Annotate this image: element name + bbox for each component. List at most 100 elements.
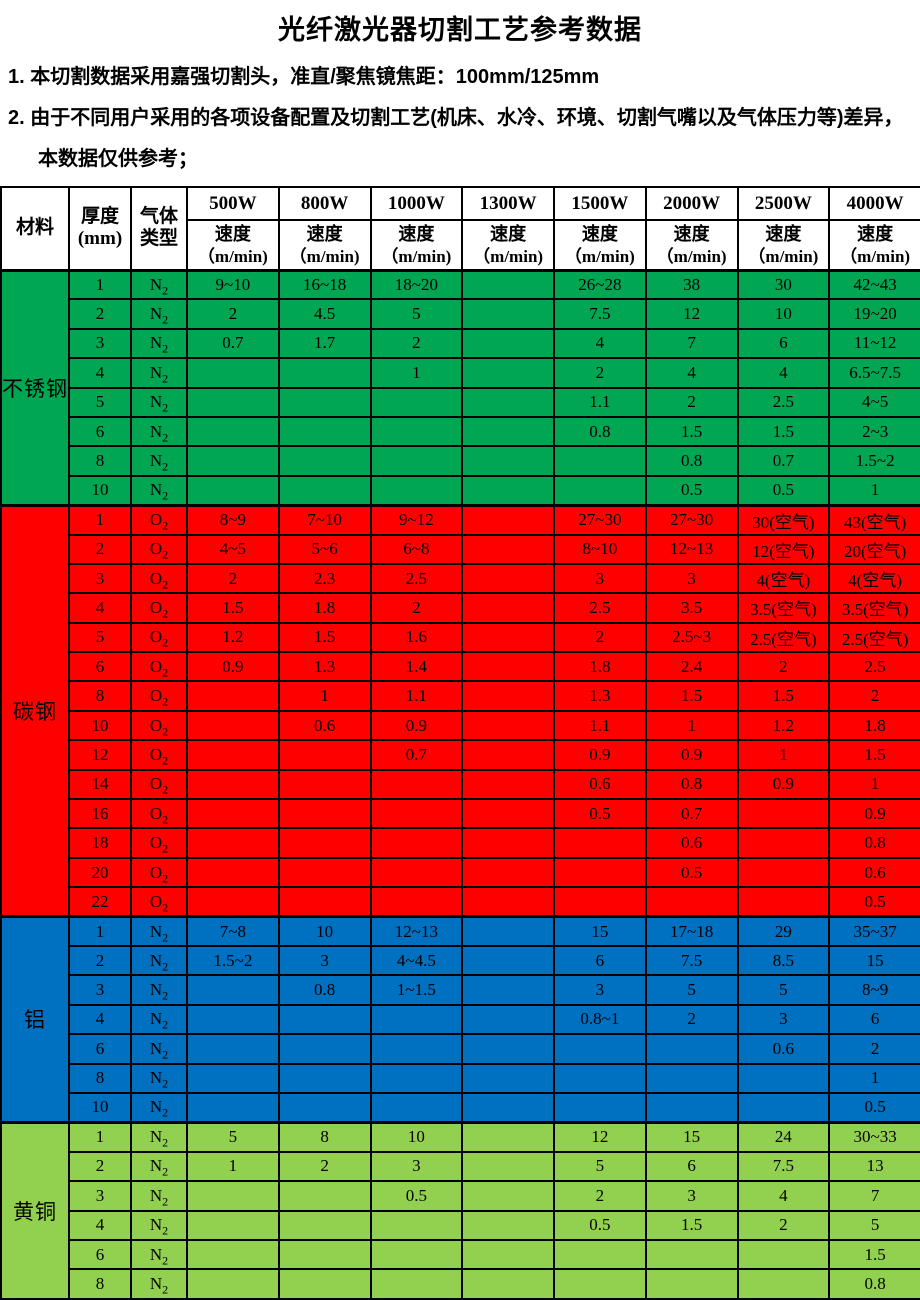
speed-cell: 0.8 bbox=[644, 768, 739, 801]
speed-cell: 2 bbox=[553, 621, 647, 654]
speed-cell bbox=[369, 1091, 464, 1124]
thickness-cell: 4 bbox=[68, 592, 132, 624]
table-row: 4 N2 1 2 4 4 6.5~7.5 bbox=[1, 357, 920, 389]
speed-cell bbox=[736, 798, 831, 830]
cutting-data-table: 材料 厚度 (mm) 气体 类型 500W 800W 1000W 1300W 1500W… bbox=[0, 186, 920, 1300]
speed-cell: 1.5 bbox=[186, 592, 280, 624]
speed-cell bbox=[461, 827, 555, 859]
speed-cell: 4~4.5 bbox=[369, 944, 464, 977]
speed-cell bbox=[736, 1091, 831, 1124]
speed-cell: 24 bbox=[736, 1120, 831, 1153]
speed-cell: 4 bbox=[644, 357, 739, 389]
speed-cell bbox=[186, 798, 280, 830]
speed-cell: 1 bbox=[186, 1150, 280, 1183]
speed-cell: 0.9 bbox=[369, 709, 464, 742]
speed-cell: 10 bbox=[736, 298, 831, 330]
gas-subscript: 2 bbox=[162, 959, 169, 974]
gas-cell: N2 bbox=[130, 1268, 188, 1300]
table-row: 铝 1 N2 7~8 10 12~13 15 17~18 29 35~37 bbox=[0, 915, 920, 1124]
table-row: 10 O2 0.6 0.9 1.1 1 1.2 1.8 bbox=[1, 709, 920, 742]
speed-cell: 0.8 bbox=[828, 1268, 920, 1300]
speed-cell bbox=[277, 886, 372, 918]
speed-label: 速度 bbox=[306, 223, 343, 244]
speed-cell bbox=[553, 1238, 647, 1271]
table-row: 6 N2 0.8 1.5 1.5 2~3 bbox=[1, 415, 920, 448]
speed-cell: 12 bbox=[644, 298, 739, 330]
table-row: 22 O2 0.5 bbox=[1, 886, 920, 918]
speed-label: 速度 bbox=[490, 223, 527, 244]
speed-cell bbox=[461, 739, 555, 771]
gas-cell: O2 bbox=[130, 856, 188, 889]
speed-cell bbox=[186, 474, 280, 507]
thickness-cell: 1 bbox=[68, 268, 132, 301]
speed-cell bbox=[461, 680, 555, 712]
speed-cell: 2 bbox=[828, 1033, 920, 1065]
speed-cell bbox=[736, 1268, 831, 1300]
speed-unit: （m/min) bbox=[748, 246, 819, 266]
speed-cell: 1 bbox=[828, 474, 920, 507]
speed-cell: 2 bbox=[736, 1209, 831, 1241]
speed-cell: 1.1 bbox=[553, 709, 647, 742]
speed-cell: 38 bbox=[644, 268, 739, 301]
speed-cell: 0.5 bbox=[828, 1091, 920, 1124]
speed-cell: 2 bbox=[553, 357, 647, 389]
speed-cell: 16~18 bbox=[277, 268, 372, 301]
thickness-cell: 2 bbox=[68, 533, 132, 565]
speed-unit: （m/min) bbox=[564, 246, 635, 266]
speed-cell bbox=[186, 680, 280, 712]
speed-cell: 7.5 bbox=[644, 944, 739, 977]
gas-cell: N2 bbox=[130, 1003, 188, 1036]
table-row: 20 O2 0.5 0.6 bbox=[1, 856, 920, 889]
speed-cell: 6 bbox=[828, 1003, 920, 1036]
speed-cell bbox=[369, 798, 464, 830]
speed-cell: 1 bbox=[277, 680, 372, 712]
gas-subscript: 2 bbox=[162, 488, 169, 503]
table-row: 6 N2 1.5 bbox=[1, 1238, 920, 1271]
notes: 1. 本切割数据采用嘉强切割头，准直/聚焦镜焦距：100mm/125mm 2. … bbox=[8, 57, 916, 180]
speed-cell: 1.5~2 bbox=[186, 944, 280, 977]
speed-cell bbox=[369, 474, 464, 507]
speed-cell bbox=[277, 798, 372, 830]
speed-cell: 0.9 bbox=[828, 798, 920, 830]
speed-cell: 0.8~1 bbox=[553, 1003, 647, 1036]
speed-label: 速度 bbox=[673, 223, 710, 244]
gas-header: 气体 类型 bbox=[130, 186, 188, 271]
speed-cell: 1 bbox=[369, 357, 464, 389]
speed-cell bbox=[461, 1003, 555, 1036]
speed-cell: 1.5 bbox=[644, 1209, 739, 1241]
speed-cell bbox=[186, 974, 280, 1006]
material-cell: 不锈钢 bbox=[0, 268, 70, 507]
speed-cell bbox=[553, 1033, 647, 1065]
gas-cell: N2 bbox=[130, 1238, 188, 1271]
speed-cell bbox=[277, 1238, 372, 1271]
speed-cell bbox=[186, 856, 280, 889]
power-header-2000w: 2000W bbox=[644, 186, 739, 221]
table-header: 材料 厚度 (mm) 气体 类型 500W 800W 1000W 1300W 1500W… bbox=[0, 186, 920, 271]
thickness-cell: 8 bbox=[68, 1062, 132, 1094]
speed-cell bbox=[186, 709, 280, 742]
power-header-800w: 800W bbox=[277, 186, 372, 221]
thickness-cell: 10 bbox=[68, 474, 132, 507]
speed-cell: 0.8 bbox=[277, 974, 372, 1006]
speed-cell: 1.5~2 bbox=[828, 445, 920, 477]
speed-cell: 4(空气) bbox=[736, 562, 831, 595]
gas-cell: N2 bbox=[130, 445, 188, 477]
speed-cell bbox=[186, 1062, 280, 1094]
speed-cell bbox=[277, 1180, 372, 1212]
gas-subscript: 2 bbox=[162, 400, 169, 415]
thickness-cell: 2 bbox=[68, 944, 132, 977]
speed-header: 速度 （m/min) bbox=[186, 219, 280, 271]
gas-cell: N2 bbox=[130, 974, 188, 1006]
speed-cell bbox=[461, 798, 555, 830]
speed-cell bbox=[461, 1033, 555, 1065]
speed-cell: 2 bbox=[186, 562, 280, 595]
table-row: 18 O2 0.6 0.8 bbox=[1, 827, 920, 859]
speed-cell: 2 bbox=[186, 298, 280, 330]
speed-unit: （m/min) bbox=[656, 246, 727, 266]
speed-cell bbox=[369, 1238, 464, 1271]
speed-cell: 1.5 bbox=[277, 621, 372, 654]
speed-cell bbox=[277, 768, 372, 801]
speed-cell bbox=[277, 1062, 372, 1094]
table-row: 8 N2 0.8 bbox=[1, 1268, 920, 1300]
gas-cell: O2 bbox=[130, 503, 188, 536]
